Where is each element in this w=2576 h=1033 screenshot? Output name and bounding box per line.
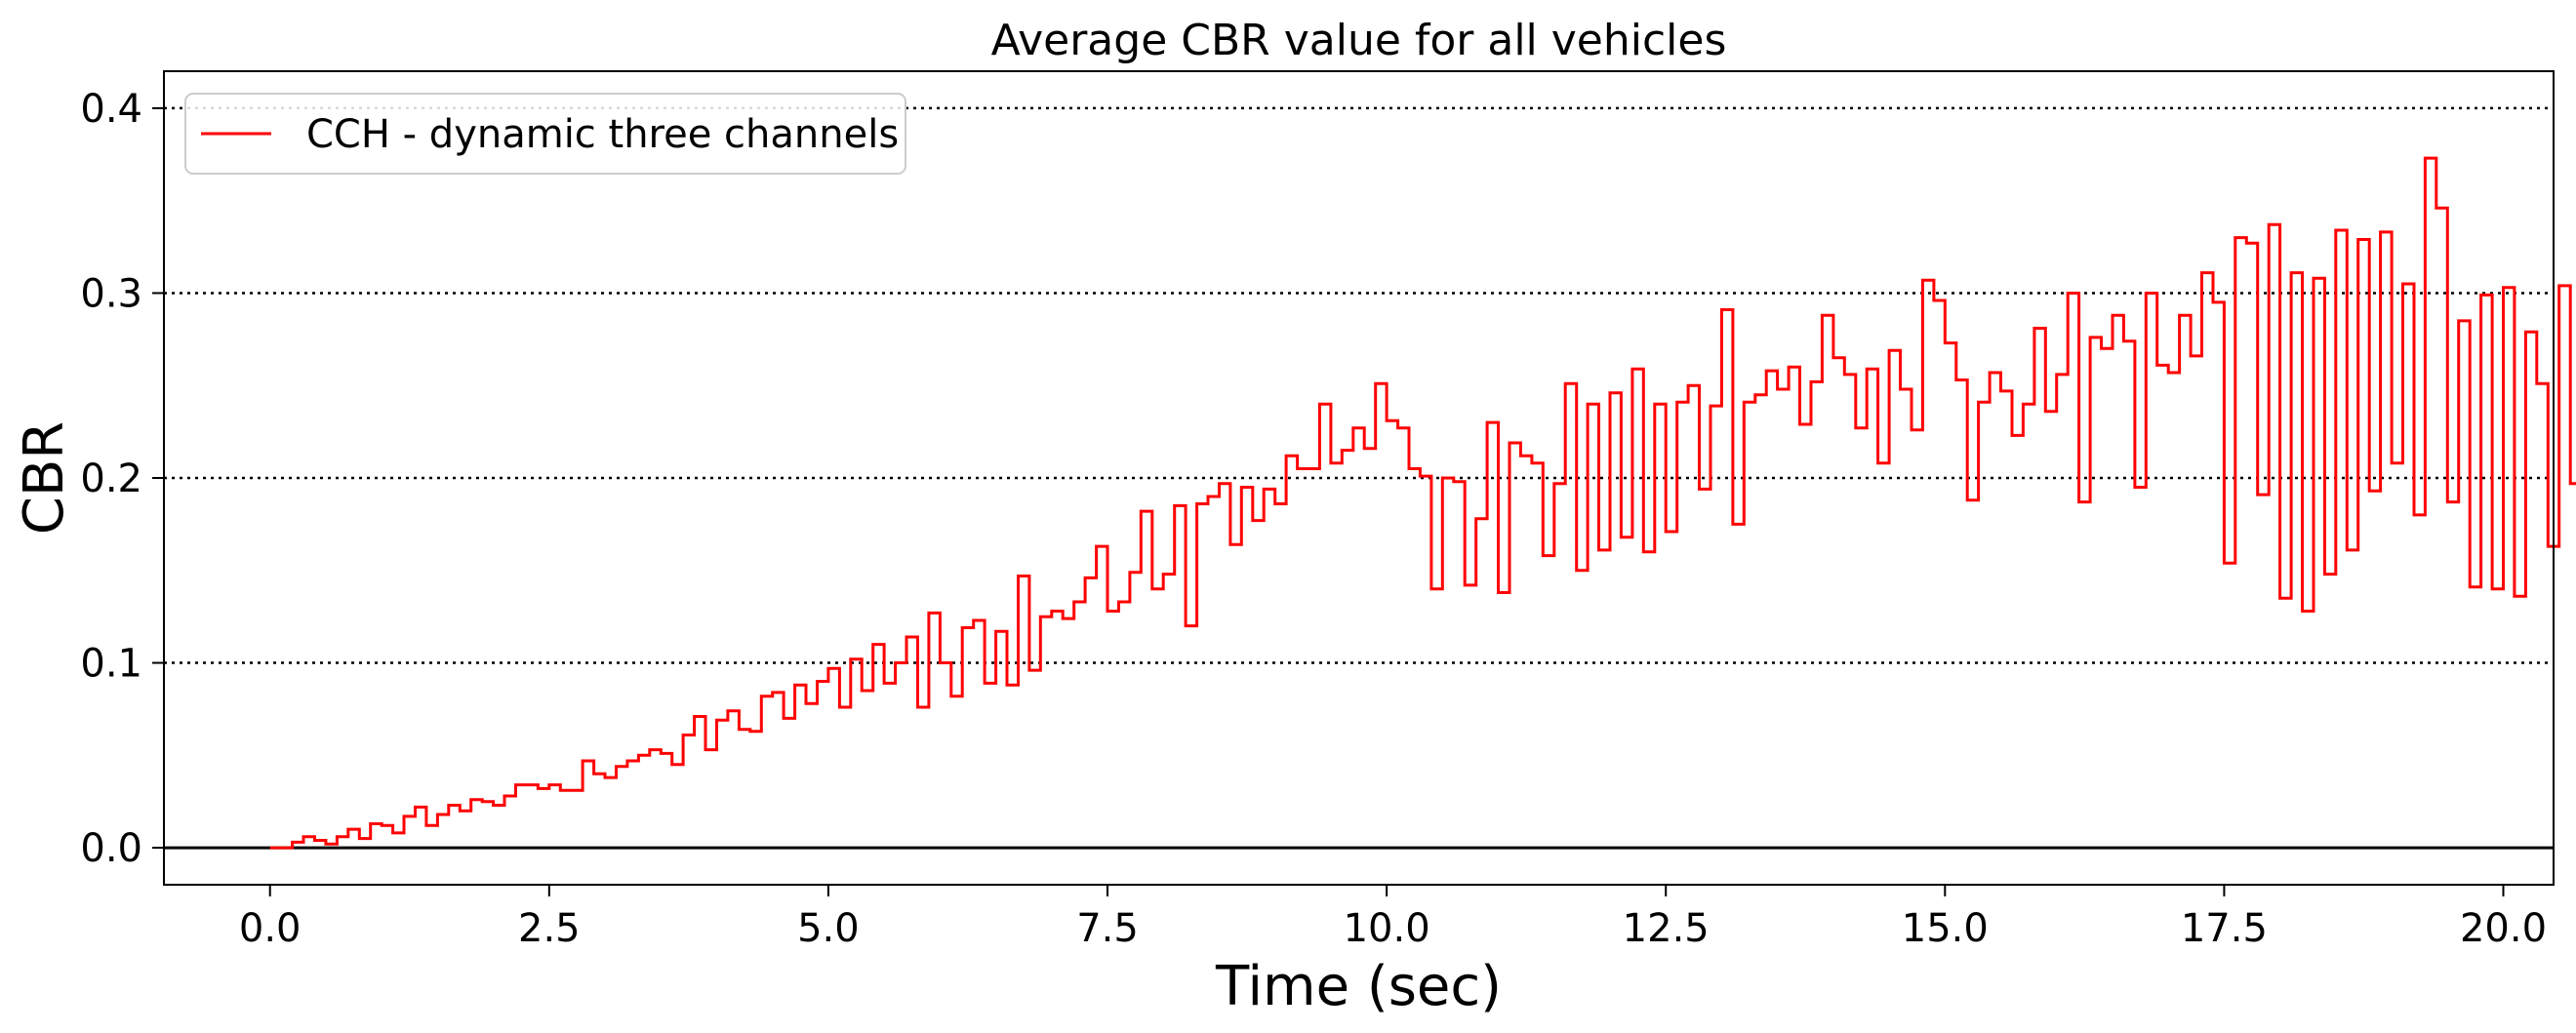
x-tick-label: 2.5 xyxy=(518,906,581,951)
x-tick-label: 20.0 xyxy=(2460,906,2547,951)
x-tick-label: 7.5 xyxy=(1076,906,1139,951)
grid-layer xyxy=(164,106,2554,850)
series-line-0 xyxy=(269,156,2576,850)
x-tick-label: 12.5 xyxy=(1623,906,1710,951)
y-tick-label: 0.1 xyxy=(80,642,142,687)
legend-label: CCH - dynamic three channels xyxy=(306,112,899,157)
y-tick-label: 0.0 xyxy=(80,826,142,871)
x-tick-label: 0.0 xyxy=(239,906,302,951)
x-tick-label: 17.5 xyxy=(2181,906,2268,951)
x-tick-label: 10.0 xyxy=(1344,906,1430,951)
x-axis-label: Time (sec) xyxy=(1215,955,1502,1018)
y-axis-label: CBR xyxy=(13,421,76,535)
chart-title: Average CBR value for all vehicles xyxy=(991,16,1727,65)
legend: CCH - dynamic three channels xyxy=(184,93,906,175)
tick-layer: 0.0 2.5 5.0 7.5 10.0 12.5 15.0 17.5 20.0 0.0 0.1 0.… xyxy=(80,87,2547,951)
y-tick-label: 0.3 xyxy=(80,271,142,316)
x-tick-label: 5.0 xyxy=(797,906,860,951)
y-tick-label: 0.4 xyxy=(80,87,142,132)
series-layer xyxy=(269,156,2576,850)
y-tick-label: 0.2 xyxy=(80,457,142,501)
legend-box xyxy=(184,93,906,175)
x-tick-label: 15.0 xyxy=(1902,906,1989,951)
